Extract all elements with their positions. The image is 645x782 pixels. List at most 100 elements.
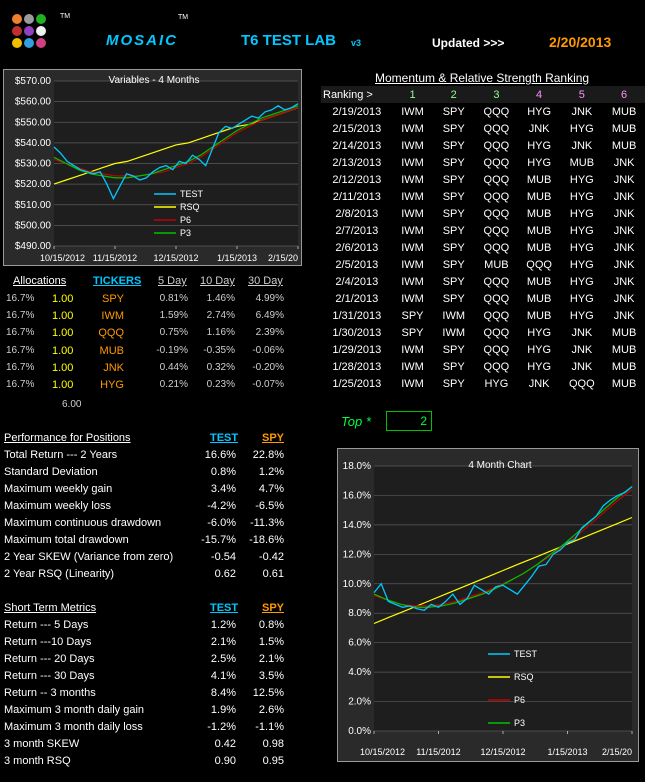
- perf-row-test: -15.7%: [201, 534, 236, 546]
- x-tick-label: 2/15/20: [602, 747, 632, 757]
- ranking-date: 2/14/2013: [332, 139, 382, 152]
- ranking-date: 2/5/2013: [335, 258, 379, 271]
- ranking-ticker: QQQ: [483, 360, 510, 373]
- legend-label: P3: [180, 228, 191, 238]
- logo-dot: [12, 26, 22, 36]
- ranking-ticker: MUB: [526, 173, 552, 186]
- ranking-ticker: IWM: [442, 309, 465, 322]
- alloc-30day: 6.49%: [255, 310, 284, 322]
- y-tick-label: $570.00: [15, 76, 52, 87]
- ranking-ticker: IWM: [401, 241, 424, 254]
- y-tick-label: 16.0%: [343, 490, 371, 501]
- alloc-5day: 1.59%: [159, 310, 188, 322]
- performance-section: Performance for Positions TEST SPY Total Re…: [0, 430, 300, 590]
- ranking-ticker: HYG: [569, 241, 594, 254]
- short-row-label: Maximum 3 month daily gain: [4, 704, 145, 716]
- series-line-test: [53, 103, 299, 201]
- ranking-ticker: MUB: [526, 292, 552, 305]
- ranking-ticker: JNK: [613, 156, 635, 169]
- ranking-ticker: SPY: [442, 105, 465, 118]
- perf-col-test: TEST: [210, 432, 239, 444]
- ranking-ticker: QQQ: [483, 309, 510, 322]
- ranking-row: 2/14/2013 IWM SPY QQQ HYG JNK MUB: [321, 137, 645, 154]
- alloc-units: 1.00: [52, 379, 74, 391]
- perf-title: Performance for Positions: [4, 432, 131, 444]
- short-row-spy: 2.6%: [258, 704, 284, 716]
- ranking-ticker: IWM: [401, 258, 424, 271]
- top-label: Top *: [341, 414, 371, 429]
- legend-label: TEST: [180, 189, 204, 199]
- legend-label: P6: [180, 215, 191, 225]
- ranking-header-cell: 2: [432, 86, 476, 103]
- ranking-date: 2/19/2013: [332, 105, 382, 118]
- y-tick-label: 10.0%: [343, 579, 371, 590]
- variables-chart: $570.00 $560.00 $550.00 $540.00 $530.00 $520.…: [3, 69, 302, 266]
- ranking-date: 2/11/2013: [332, 190, 381, 203]
- ranking-ticker: JNK: [613, 241, 635, 254]
- ranking-date: 2/13/2013: [332, 156, 382, 169]
- perf-row-label: Maximum total drawdown: [4, 534, 129, 546]
- top-value-input[interactable]: 2: [386, 411, 432, 431]
- ranking-ticker: SPY: [401, 326, 424, 339]
- perf-row-label: Maximum weekly gain: [4, 483, 113, 495]
- ranking-row: 2/1/2013 IWM SPY QQQ MUB HYG JNK: [321, 290, 645, 307]
- ranking-ticker: IWM: [401, 173, 424, 186]
- x-tick-label: 11/15/2012: [93, 253, 137, 263]
- ranking-ticker: MUB: [526, 241, 552, 254]
- ranking-ticker: MUB: [484, 258, 509, 271]
- alloc-30day: -0.07%: [252, 379, 284, 390]
- alloc-pct: 16.7%: [6, 361, 35, 373]
- ranking-ticker: MUB: [526, 309, 552, 322]
- ranking-row: 2/19/2013 IWM SPY QQQ HYG JNK MUB: [321, 103, 645, 120]
- short-row-label: Return --- 30 Days: [4, 670, 95, 682]
- short-row-spy: 0.8%: [258, 619, 284, 631]
- alloc-pct: 16.7%: [6, 379, 35, 390]
- perf-row-test: -0.54: [210, 551, 236, 563]
- ranking-ticker: QQQ: [483, 207, 510, 220]
- alloc-units: 1.00: [52, 361, 74, 374]
- ranking-date: 1/31/2013: [332, 309, 382, 322]
- y-tick-label: $500.00: [15, 220, 52, 231]
- ranking-ticker: SPY: [442, 224, 465, 237]
- ranking-ticker: SPY: [442, 360, 465, 373]
- alloc-5day: -0.19%: [156, 344, 188, 356]
- ranking-ticker: QQQ: [483, 190, 510, 203]
- alloc-units: 1.00: [52, 344, 74, 357]
- y-tick-label: $560.00: [15, 97, 52, 108]
- four-month-chart: 18.0% 16.0% 14.0% 12.0% 10.0% 8.0% 6.0% 4.0% 2.0…: [337, 448, 639, 762]
- legend-label: P3: [514, 718, 525, 728]
- ranking-ticker: SPY: [442, 207, 465, 220]
- ranking-ticker: SPY: [442, 343, 465, 356]
- short-row-label: 3 month RSQ: [4, 755, 71, 767]
- alloc-pct: 16.7%: [6, 344, 35, 356]
- ranking-row: 2/15/2013 IWM SPY QQQ JNK HYG MUB: [321, 120, 645, 137]
- variables-chart-svg: $570.00 $560.00 $550.00 $540.00 $530.00 $520.…: [15, 75, 299, 263]
- ranking-ticker: QQQ: [483, 122, 510, 135]
- y-tick-label: $550.00: [15, 117, 52, 128]
- perf-row-spy: 1.2%: [258, 466, 284, 478]
- ranking-row: 2/5/2013 IWM SPY MUB QQQ HYG JNK: [321, 256, 645, 273]
- ranking-row: 1/28/2013 IWM SPY QQQ HYG JNK MUB: [321, 358, 645, 375]
- ranking-ticker: MUB: [526, 224, 552, 237]
- short-row-spy: -1.1%: [255, 721, 284, 733]
- ranking-date: 2/15/2013: [332, 122, 382, 135]
- ranking-ticker: IWM: [401, 139, 424, 152]
- alloc-10day: 1.16%: [206, 327, 235, 339]
- y-tick-label: 12.0%: [343, 549, 371, 560]
- short-row-test: 1.9%: [210, 704, 236, 716]
- x-tick-label: 10/15/2012: [360, 747, 405, 757]
- ranking-ticker: QQQ: [483, 292, 510, 305]
- ranking-ticker: SPY: [442, 377, 465, 390]
- alloc-ticker: JNK: [103, 361, 124, 374]
- legend-label: TEST: [514, 649, 538, 659]
- ranking-ticker: HYG: [569, 275, 594, 288]
- ranking-ticker: JNK: [571, 326, 593, 339]
- perf-row-test: -6.0%: [207, 517, 236, 529]
- short-row-test: 0.42: [214, 738, 236, 750]
- short-row-label: Return --- 5 Days: [4, 619, 89, 631]
- ranking-ticker: JNK: [613, 207, 635, 220]
- ranking-title: Momentum & Relative Strength Ranking: [375, 71, 590, 85]
- chart-title: Variables - 4 Months: [109, 75, 200, 86]
- ranking-row: 2/6/2013 IWM SPY QQQ MUB HYG JNK: [321, 239, 645, 256]
- ranking-ticker: HYG: [569, 173, 594, 186]
